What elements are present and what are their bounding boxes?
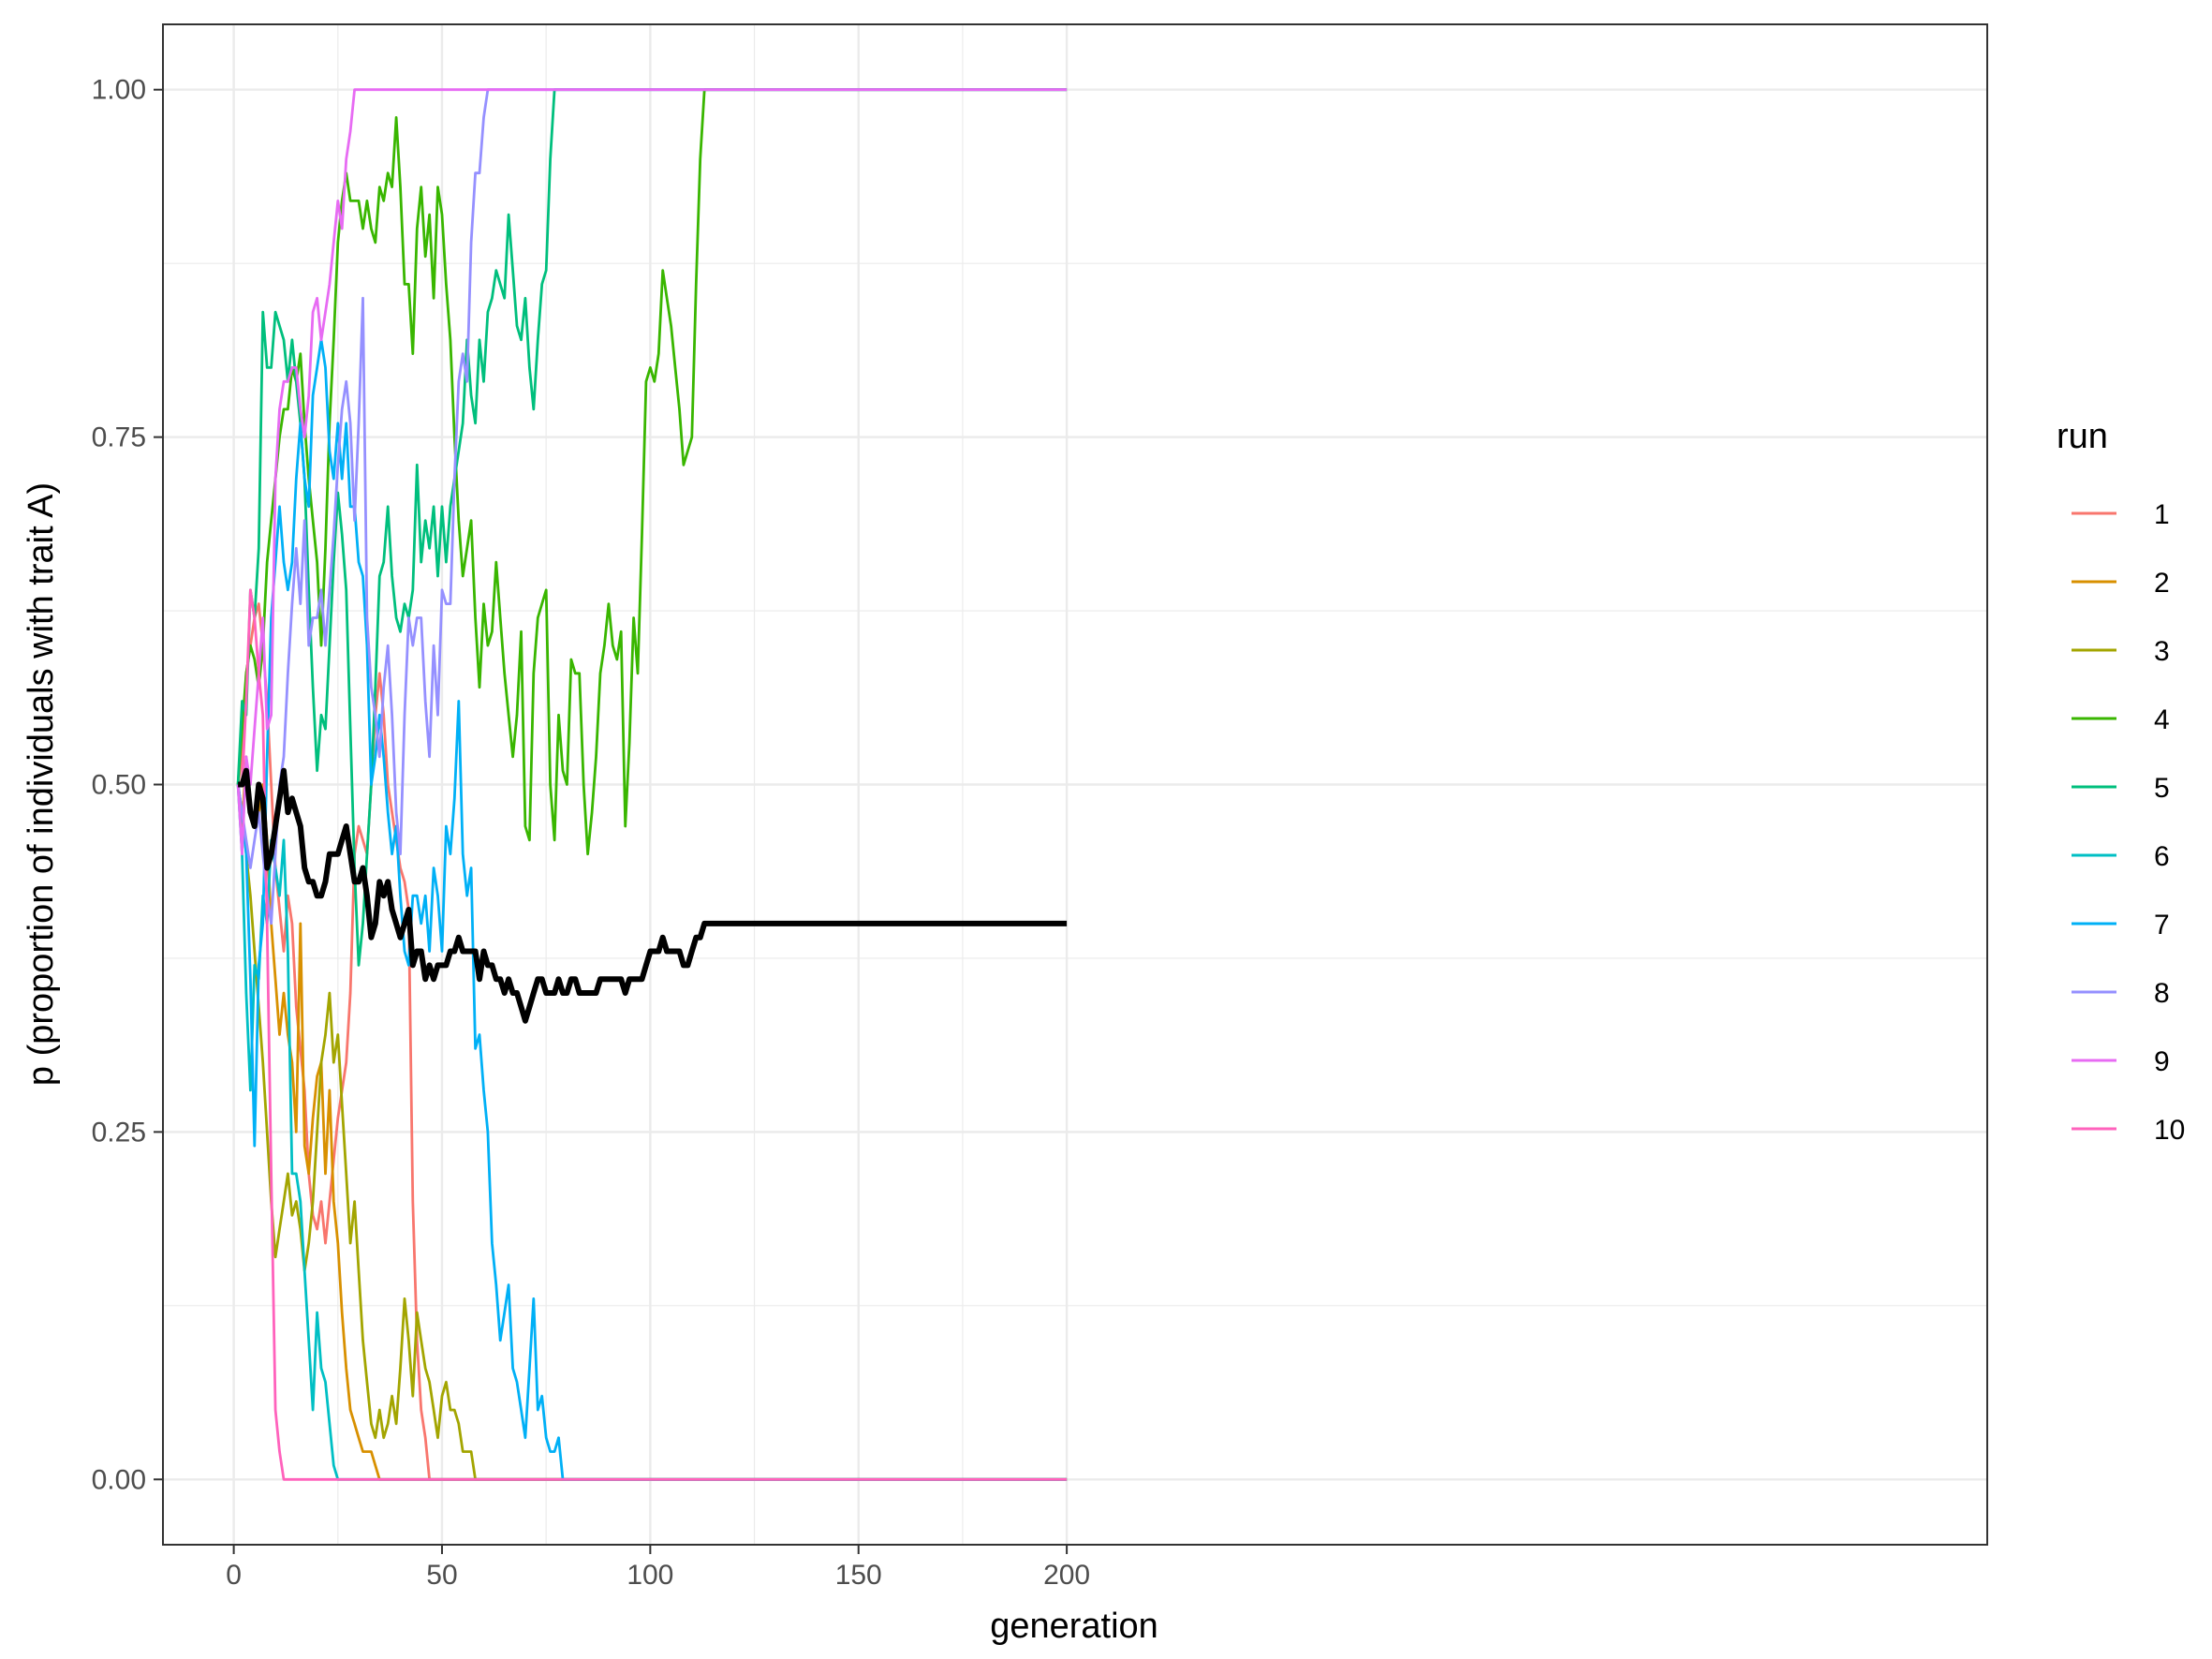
x-tick-label: 0 xyxy=(226,1560,242,1591)
legend-label-2: 2 xyxy=(2154,568,2170,599)
series-layer xyxy=(236,88,1068,1481)
legend-label-9: 9 xyxy=(2154,1046,2170,1077)
legend-label-4: 4 xyxy=(2154,704,2170,735)
x-axis-title: generation xyxy=(990,1607,1158,1646)
legend-label-6: 6 xyxy=(2154,841,2170,872)
series-line-run-5 xyxy=(236,88,1068,967)
legend-title: run xyxy=(2057,417,2108,456)
legend-label-8: 8 xyxy=(2154,978,2170,1009)
legend-label-7: 7 xyxy=(2154,910,2170,941)
series-line-run-3 xyxy=(236,784,1068,1481)
series-line-mean xyxy=(238,767,1068,1024)
legend-label-1: 1 xyxy=(2154,499,2170,530)
y-tick-label: 0.25 xyxy=(92,1117,146,1148)
series-line-run-4 xyxy=(236,88,1068,856)
y-axis-title: p (proportion of individuals with trait … xyxy=(22,482,61,1086)
series-line-run-6 xyxy=(236,784,1068,1481)
y-tick-label: 1.00 xyxy=(92,75,146,106)
x-tick-label: 150 xyxy=(835,1560,882,1591)
x-tick-label: 100 xyxy=(627,1560,673,1591)
y-tick-label: 0.75 xyxy=(92,422,146,453)
y-tick-label: 0.50 xyxy=(92,770,146,801)
y-axis: 0.00 0.25 0.50 0.75 1.00 xyxy=(92,75,163,1495)
x-tick-label: 50 xyxy=(426,1560,457,1591)
series-line-run-10 xyxy=(238,588,1068,1481)
x-axis: 0 50 100 150 200 xyxy=(226,1545,1090,1591)
series-line-run-9 xyxy=(236,88,1068,856)
x-tick-label: 200 xyxy=(1043,1560,1090,1591)
legend-label-5: 5 xyxy=(2154,773,2170,804)
legend-label-3: 3 xyxy=(2154,636,2170,667)
legend: run 1 2 3 4 5 6 7 8 9 10 xyxy=(2057,417,2185,1146)
legend-label-10: 10 xyxy=(2154,1115,2185,1146)
y-tick-label: 0.00 xyxy=(92,1464,146,1495)
